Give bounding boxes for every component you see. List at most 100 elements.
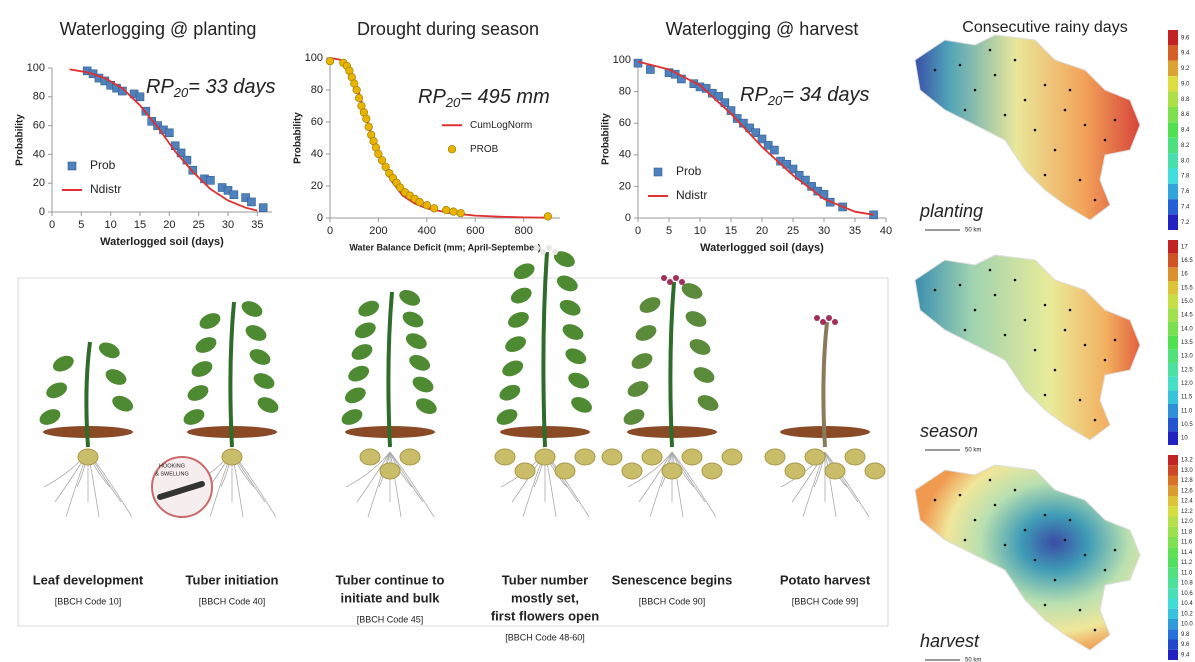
inset-label: & SWELLING <box>155 471 189 477</box>
colorbar-label: 8.2 <box>1181 143 1190 149</box>
y-tick-label: 100 <box>305 52 323 64</box>
x-tick-label: 15 <box>134 219 146 231</box>
legend-label: Ndistr <box>676 188 707 202</box>
x-axis-label: Water Balance Deficit (mm; April-Septemb… <box>349 242 540 252</box>
colorbar-cell <box>1168 404 1178 418</box>
marker <box>355 94 363 102</box>
station <box>1044 394 1047 397</box>
colorbar-label: 7.4 <box>1181 205 1190 211</box>
stage-code: [BBCH Code 90] <box>639 596 706 606</box>
marker <box>423 201 431 209</box>
colorbar-label: 9.8 <box>1181 632 1190 638</box>
colorbar-cell <box>1168 349 1178 363</box>
colorbar-label: 9.0 <box>1181 81 1190 87</box>
map <box>915 465 1140 650</box>
colorbar-cell <box>1168 465 1178 475</box>
colorbar-label: 15.5 <box>1181 285 1193 291</box>
colorbar-cell <box>1168 45 1178 60</box>
colorbar-label: 11.0 <box>1181 408 1193 414</box>
flower <box>552 249 558 255</box>
colorbar-label: 12.5 <box>1181 367 1193 373</box>
station <box>964 329 967 332</box>
station <box>1104 359 1107 362</box>
colorbar-label: 13.2 <box>1181 458 1193 464</box>
station <box>1024 319 1027 322</box>
marker <box>770 146 778 154</box>
chart-title: Waterlogging @ harvest <box>666 19 859 39</box>
station <box>1079 179 1082 182</box>
station <box>1004 334 1007 337</box>
x-tick-label: 0 <box>635 225 641 237</box>
annotation-base: RP <box>418 86 446 108</box>
marker <box>416 198 424 206</box>
y-tick-label: 0 <box>625 212 631 224</box>
station <box>1054 149 1057 152</box>
flower <box>534 245 540 251</box>
flower <box>540 249 546 255</box>
station <box>1064 329 1067 332</box>
legend-label: CumLogNorm <box>470 120 532 131</box>
map-shape <box>915 255 1140 440</box>
colorbar-label: 13.0 <box>1181 468 1193 474</box>
station <box>974 309 977 312</box>
marker <box>206 176 214 184</box>
tuber <box>662 463 682 479</box>
colorbar-label: 8.4 <box>1181 128 1190 134</box>
tuber <box>765 449 785 465</box>
x-tick-label: 25 <box>787 225 799 237</box>
colorbar-cell <box>1168 640 1178 650</box>
colorbar-label: 10.6 <box>1181 591 1193 597</box>
colorbar-cell <box>1168 527 1178 537</box>
figure: Consecutive rainy days Waterlogging @ pl… <box>0 0 1195 662</box>
colorbar-cell <box>1168 431 1178 445</box>
colorbar-cell <box>1168 578 1178 588</box>
marker <box>442 206 450 214</box>
colorbar-cell <box>1168 476 1178 486</box>
colorbar-label: 7.8 <box>1181 174 1190 180</box>
colorbar-label: 11.0 <box>1181 570 1193 576</box>
colorbar-label: 10.0 <box>1181 622 1193 628</box>
y-tick-label: 80 <box>311 84 323 96</box>
colorbar-label: 14.5 <box>1181 313 1193 319</box>
stage-name: Tuber continue to <box>336 572 445 587</box>
marker <box>365 123 373 131</box>
colorbar-cell <box>1168 650 1178 660</box>
x-tick-label: 600 <box>466 225 484 237</box>
station <box>1064 539 1067 542</box>
legend-label: Ndistr <box>90 182 121 196</box>
colorbar-cell <box>1168 506 1178 516</box>
marker <box>450 208 458 216</box>
colorbar-cell <box>1168 107 1178 122</box>
tuber <box>722 449 742 465</box>
x-tick-label: 25 <box>193 219 205 231</box>
colorbar-label: 9.2 <box>1181 66 1190 72</box>
station <box>1034 129 1037 132</box>
annotation-sub: 20 <box>173 85 189 100</box>
marker <box>136 93 144 101</box>
flower <box>679 279 685 285</box>
x-tick-label: 35 <box>251 219 263 231</box>
colorbar-label: 16 <box>1181 272 1188 278</box>
map-shape <box>915 465 1140 650</box>
map-label: harvest <box>920 631 980 651</box>
annotation: RP20= 34 days <box>740 84 870 108</box>
colorbar-cell <box>1168 629 1178 639</box>
tuber <box>825 463 845 479</box>
stage-name: mostly set, <box>511 590 579 605</box>
flower <box>667 279 673 285</box>
tuber <box>222 449 242 465</box>
annotation-rest: = 495 mm <box>460 86 549 108</box>
colorbar-cell <box>1168 153 1178 168</box>
station <box>1069 309 1072 312</box>
y-tick-label: 60 <box>619 117 631 129</box>
colorbar-label: 12.2 <box>1181 509 1193 515</box>
x-tick-label: 10 <box>694 225 706 237</box>
stage-code: [BBCH Code 40] <box>199 596 266 606</box>
marker <box>353 86 361 94</box>
station <box>989 49 992 52</box>
tuber <box>602 449 622 465</box>
y-tick-label: 60 <box>311 116 323 128</box>
tuber <box>682 449 702 465</box>
colorbar-cell <box>1168 61 1178 76</box>
station <box>1094 629 1097 632</box>
